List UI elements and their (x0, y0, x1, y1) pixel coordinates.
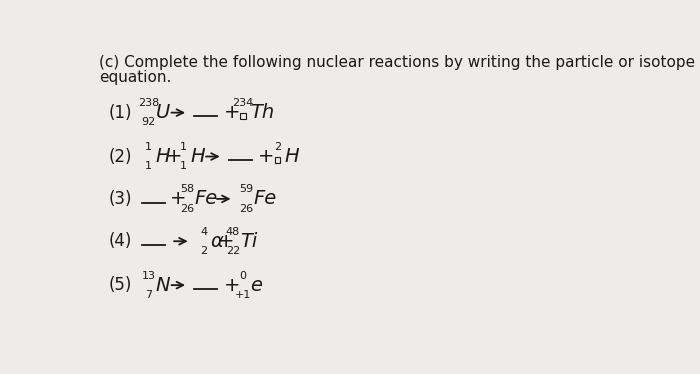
Text: H: H (190, 147, 205, 166)
Text: +: + (224, 103, 240, 122)
Text: +1: +1 (234, 290, 251, 300)
Text: 26: 26 (181, 203, 195, 214)
Text: Fe: Fe (253, 189, 277, 208)
Text: +: + (165, 147, 182, 166)
Text: (5): (5) (109, 276, 132, 294)
Text: e: e (250, 276, 262, 295)
Text: 1: 1 (180, 161, 187, 171)
Text: Ti: Ti (240, 232, 257, 251)
Text: 26: 26 (239, 203, 253, 214)
Text: 59: 59 (239, 184, 253, 194)
Text: 1: 1 (145, 142, 152, 152)
Text: 1: 1 (145, 161, 152, 171)
Text: 2: 2 (274, 142, 281, 152)
Text: equation.: equation. (99, 70, 172, 85)
Text: +: + (258, 147, 275, 166)
Text: 92: 92 (141, 117, 156, 127)
Text: H: H (285, 147, 300, 166)
Text: 238: 238 (138, 98, 160, 108)
Text: +: + (169, 189, 186, 208)
Text: 234: 234 (232, 98, 253, 108)
Text: (3): (3) (109, 190, 132, 208)
Bar (275, 157, 281, 163)
Bar (240, 113, 246, 119)
Text: (c) Complete the following nuclear reactions by writing the particle or isotope : (c) Complete the following nuclear react… (99, 55, 700, 70)
Text: (4): (4) (109, 232, 132, 250)
Text: H: H (155, 147, 170, 166)
Text: 1: 1 (180, 142, 187, 152)
Text: 7: 7 (145, 290, 153, 300)
Text: U: U (155, 103, 170, 122)
Text: 22: 22 (226, 246, 240, 256)
Text: 0: 0 (239, 270, 246, 280)
Text: (1): (1) (109, 104, 132, 122)
Text: +: + (224, 276, 240, 295)
Text: 4: 4 (200, 227, 207, 237)
Text: Th: Th (250, 103, 274, 122)
Text: 58: 58 (181, 184, 195, 194)
Text: 2: 2 (200, 246, 207, 256)
Text: N: N (155, 276, 170, 295)
Text: 13: 13 (141, 270, 155, 280)
Text: Fe: Fe (195, 189, 218, 208)
Text: α: α (211, 232, 223, 251)
Text: (2): (2) (109, 147, 132, 166)
Text: +: + (218, 232, 235, 251)
Text: 48: 48 (226, 227, 240, 237)
